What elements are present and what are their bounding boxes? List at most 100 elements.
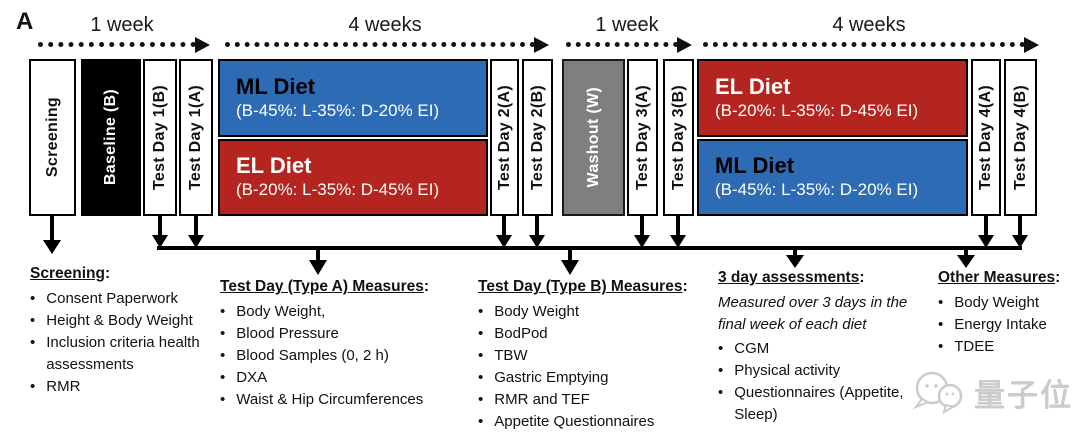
dotted-arrow-icon [225,37,549,53]
phase-duration-label: 4 weeks [348,14,422,36]
list-item: • Physical activity [718,362,841,379]
list-item: • Body Weight [478,303,580,320]
list-item: • DXA [220,369,268,386]
box-label: Test Day 1(B) [151,85,168,190]
diet-title: ML Diet [715,153,795,179]
measures-heading: Test Day (Type A) Measures: [220,278,430,295]
arrow-drop-td2b [529,216,545,248]
watermark: 量子位 [908,366,1073,418]
dotted-arrow-icon [566,37,692,53]
measures-test-day-type-a: Test Day (Type A) Measures: • Body Weight… [220,278,462,411]
measures-other: Other Measures: • Body Weight • Energy Int… [938,269,1078,358]
box-label: Washout (W) [584,87,602,188]
list-item: • Blood Pressure [220,325,339,342]
arrow-to-type-a [309,250,327,275]
measures-list: • Body Weight, • Blood Pressure • Blood Sam… [220,301,462,411]
arrow-drop-td4b [1012,216,1028,248]
measures-heading: Screening: [30,265,111,282]
list-item: • BodPod [478,325,548,342]
timeline-box-test-day-3b: Test Day 3(B) [663,59,694,216]
ml-diet-block: ML Diet (B-45%: L-35%: D-20% EI) [697,138,968,216]
list-item: • Consent Paperwork [30,290,178,307]
measures-heading: Test Day (Type B) Measures: [478,278,688,295]
timeline-box-test-day-1a: Test Day 1(A) [179,59,213,216]
diet-macros: (B-20%: L-35%: D-45% EI) [715,100,919,120]
list-item: • TDEE [938,338,995,355]
list-item: • Waist & Hip Circumferences [220,391,424,408]
arrow-drop-td3a [634,216,650,248]
list-item: • CGM [718,340,770,357]
el-diet-block: EL Diet (B-20%: L-35%: D-45% EI) [697,59,968,137]
diet-period-1: ML Diet (B-45%: L-35%: D-20% EI) EL Diet… [218,59,488,216]
el-diet-block: EL Diet (B-20%: L-35%: D-45% EI) [218,138,488,216]
list-item: • Body Weight, [220,303,326,320]
timeline-box-test-day-1b: Test Day 1(B) [143,59,177,216]
timeline-box-baseline: Baseline (B) [81,59,141,216]
list-item: • Height & Body Weight [30,312,193,329]
arrow-to-type-b [561,250,579,275]
phase-1-week-2: 1 week [566,13,692,53]
measures-heading: Other Measures: [938,269,1061,286]
arrow-drop-td1a [188,216,204,248]
dotted-arrow-icon [703,37,1039,53]
measures-list: • CGM • Physical activity • Questionnaires … [718,338,932,426]
list-item: • Body Weight [938,294,1040,311]
diet-macros: (B-45%: L-35%: D-20% EI) [715,180,919,200]
phase-duration-label: 1 week [595,14,659,36]
box-label: Test Day 2(B) [528,85,546,190]
list-item: • Appetite Questionnaires [478,413,655,430]
chat-bubbles-icon [913,371,963,415]
arrow-screening [43,216,61,254]
diet-period-2: EL Diet (B-20%: L-35%: D-45% EI) ML Diet… [697,59,968,216]
watermark-text: 量子位 [974,377,1073,413]
measures-list: • Consent Paperwork • Height & Body Weight… [30,288,226,398]
diet-title: EL Diet [715,73,791,99]
box-label: Test Day 3(A) [633,85,651,190]
phase-duration-label: 1 week [90,14,154,36]
timeline-box-test-day-3a: Test Day 3(A) [627,59,658,216]
measures-3-day-assessments: 3 day assessments: Measured over 3 days … [718,269,932,426]
box-label: Test Day 1(A) [187,85,204,190]
measures-heading: 3 day assessments: [718,269,865,286]
list-item: • RMR [30,378,81,395]
arrow-drop-td2a [496,216,512,248]
diet-macros: (B-20%: L-35%: D-45% EI) [236,180,440,200]
list-item: • Blood Samples (0, 2 h) [220,347,389,364]
timeline-box-test-day-4b: Test Day 4(B) [1004,59,1037,216]
box-label: Test Day 4(B) [1011,85,1029,190]
list-item: • TBW [478,347,528,364]
box-label: Screening [43,97,61,178]
arrow-drop-td4a [978,216,994,248]
arrow-to-3day [786,250,804,268]
list-item: • Questionnaires (Appetite, Sleep) [718,384,904,423]
box-label: Baseline (B) [102,89,119,186]
list-item: • RMR and TEF [478,391,590,408]
measures-note: Measured over 3 days in the final week o… [718,294,908,333]
ml-diet-block: ML Diet (B-45%: L-35%: D-20% EI) [218,59,488,137]
list-item: • Energy Intake [938,316,1047,333]
box-label: Test Day 2(A) [495,85,513,190]
diet-title: ML Diet [236,73,316,99]
diet-macros: (B-45%: L-35%: D-20% EI) [236,100,440,120]
phase-1-week-1: 1 week [38,13,210,53]
timeline-box-test-day-4a: Test Day 4(A) [971,59,1001,216]
phase-4-weeks-2: 4 weeks [703,13,1039,53]
arrow-drop-td3b [670,216,686,248]
box-label: Test Day 4(A) [977,85,994,190]
panel-letter: A [16,8,34,35]
phase-duration-label: 4 weeks [832,14,906,36]
timeline-box-screening: Screening [29,59,76,216]
measures-test-day-type-b: Test Day (Type B) Measures: • Body Weight… [478,278,708,433]
arrow-drop-td1b [152,216,168,248]
arrow-to-other [957,250,975,268]
box-label: Test Day 3(B) [669,85,687,190]
measures-screening: Screening: • Consent Paperwork • Height & … [30,265,226,398]
list-item: • Gastric Emptying [478,369,609,386]
timeline-box-test-day-2a: Test Day 2(A) [490,59,519,216]
timeline-box-washout: Washout (W) [562,59,625,216]
dotted-arrow-icon [38,37,210,53]
list-item: • Inclusion criteria health assessments [30,334,200,373]
measures-list: • Body Weight • BodPod • TBW • Gastric Empty… [478,301,708,433]
measures-list: • Body Weight • Energy Intake • TDEE [938,292,1078,358]
